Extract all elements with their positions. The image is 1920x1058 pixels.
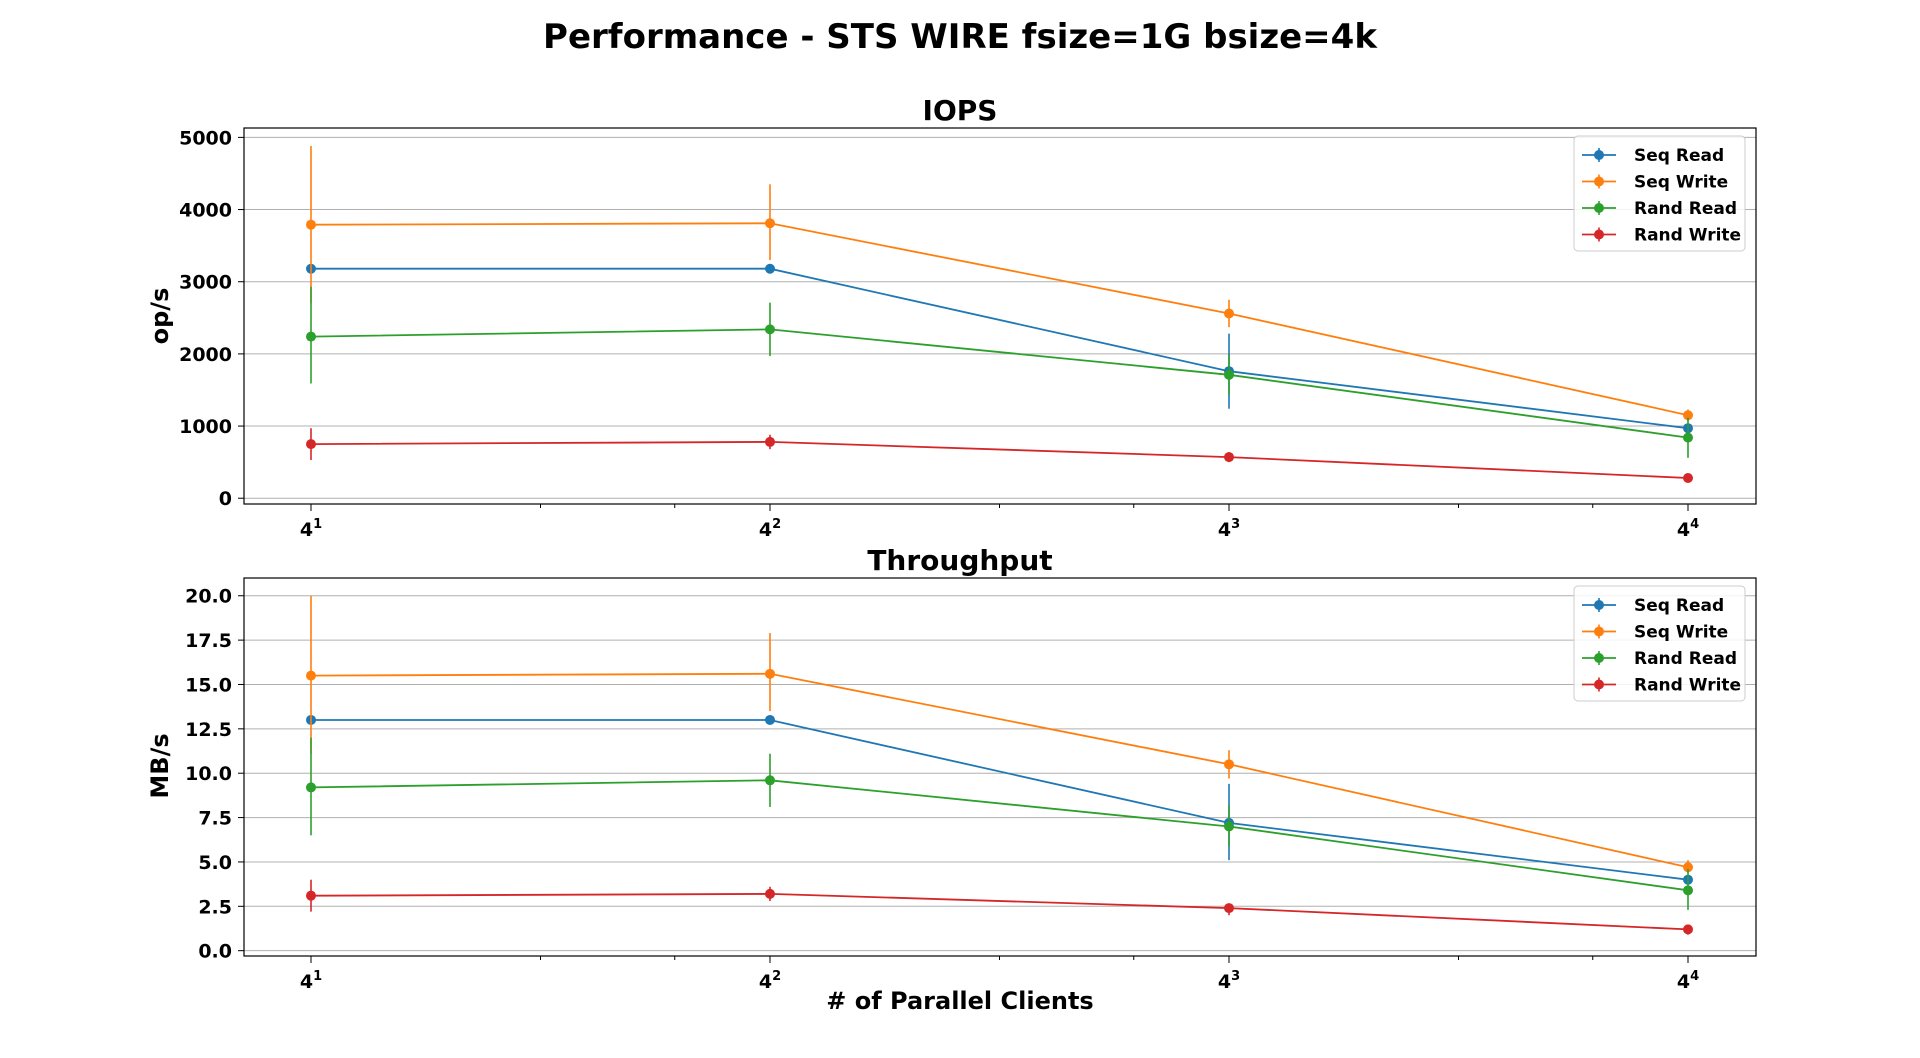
iops-series-rand-write-point <box>1224 452 1234 463</box>
throughput-legend-entry-rand-read-marker <box>1594 653 1604 663</box>
throughput-series-seq-read <box>306 714 1693 885</box>
throughput-x-axis-label: # of Parallel Clients <box>826 987 1093 1015</box>
iops-legend-box <box>1573 135 1746 252</box>
throughput-y-tick-label: 2.5 <box>198 896 232 918</box>
iops-legend-entry-rand-read-marker <box>1594 203 1604 213</box>
iops-series-seq-write <box>306 146 1693 422</box>
throughput-series-seq-write <box>306 595 1693 873</box>
iops-x-tick-label: 42 <box>759 517 781 541</box>
throughput-series-rand-write-point <box>1224 903 1234 914</box>
iops-y-tick-label: 0 <box>219 488 232 510</box>
iops-series-rand-read-point <box>765 324 775 335</box>
throughput-series-seq-write-point <box>765 668 775 679</box>
throughput-series-seq-write-line <box>310 672 1689 869</box>
throughput-y-tick-label: 0.0 <box>198 941 232 963</box>
throughput-legend-entry-seq-write-label: Seq Write <box>1634 623 1728 643</box>
iops-legend-entry-rand-write-marker <box>1594 229 1604 240</box>
iops-series-rand-read-point <box>1683 432 1693 443</box>
throughput-series-seq-read-line <box>311 719 1689 881</box>
iops-series-rand-read-line <box>310 328 1689 439</box>
throughput-x-tick-label: 41 <box>300 969 322 993</box>
throughput-legend-entry-seq-write-marker <box>1594 626 1604 637</box>
throughput-series-seq-read-point <box>765 714 775 725</box>
throughput-plot-frame <box>243 577 1757 957</box>
throughput-series-rand-read-point <box>1224 821 1234 832</box>
throughput-series-seq-write-point <box>306 670 316 681</box>
throughput-legend-box <box>1573 585 1746 702</box>
throughput-series-rand-read-line <box>310 779 1689 892</box>
throughput-series-rand-write-point <box>306 890 316 901</box>
iops-series-rand-write-line <box>310 440 1689 479</box>
iops-series-rand-write-point <box>1683 473 1693 484</box>
throughput-y-tick-label: 10.0 <box>185 763 232 785</box>
throughput-y-tick-label: 5.0 <box>198 852 232 874</box>
iops-chart-title: IOPS <box>923 94 998 127</box>
throughput-y-tick-label: 7.5 <box>198 808 232 830</box>
throughput-series-rand-read-point <box>765 775 775 786</box>
iops-y-axis-label: op/s <box>146 288 174 345</box>
iops-series-seq-write-line <box>310 222 1689 417</box>
iops-series-rand-read-point <box>306 331 316 342</box>
throughput-y-tick-label: 20.0 <box>185 586 232 608</box>
iops-y-tick-label: 5000 <box>179 127 232 149</box>
iops-series-seq-write-point <box>1224 308 1234 319</box>
throughput-y-axis-label: MB/s <box>146 733 174 798</box>
iops-x-tick-label: 43 <box>1218 517 1240 541</box>
throughput-y-tick-label: 15.0 <box>185 674 232 696</box>
iops-legend-entry-seq-read-marker <box>1594 150 1604 160</box>
throughput-series-rand-read-point <box>306 782 316 793</box>
iops-series-seq-write-point <box>1683 410 1693 421</box>
iops-legend-entry-seq-write-marker <box>1594 176 1604 187</box>
iops-legend-entry-rand-read-label: Rand Read <box>1634 199 1737 219</box>
throughput-x-tick-label: 42 <box>759 969 781 993</box>
throughput-legend-entry-rand-write-label: Rand Write <box>1634 676 1741 696</box>
throughput-chart-title: Throughput <box>867 544 1052 577</box>
throughput-x-tick-label: 43 <box>1218 969 1240 993</box>
iops-series-rand-write <box>306 428 1693 484</box>
iops-series-seq-read-point <box>765 263 775 274</box>
iops-y-tick-label: 2000 <box>179 344 232 366</box>
throughput-legend-entry-seq-read-label: Seq Read <box>1634 596 1724 616</box>
iops-series-seq-read-line <box>311 267 1689 430</box>
iops-legend: Seq Read Seq Write Rand Read Rand Write <box>1573 135 1746 252</box>
throughput-series-rand-read-point <box>1683 885 1693 896</box>
throughput-legend-entry-rand-read-label: Rand Read <box>1634 649 1737 669</box>
iops-series-rand-read <box>306 286 1693 458</box>
iops-series-seq-read <box>306 263 1693 434</box>
iops-x-tick-label: 41 <box>300 517 322 541</box>
iops-legend-entry-seq-read-label: Seq Read <box>1634 146 1724 166</box>
iops-series-seq-write-point <box>306 219 316 230</box>
throughput-y-tick-label: 17.5 <box>185 630 232 652</box>
throughput-series-rand-write-line <box>310 892 1689 931</box>
throughput-legend: Seq Read Seq Write Rand Read Rand Write <box>1573 585 1746 702</box>
throughput-series-rand-read <box>306 737 1693 910</box>
iops-chart: IOPS op/s 0 1000 2000 3000 4000 5000 41 42 43 44 S… <box>146 94 1757 541</box>
throughput-chart: Throughput MB/s # of Parallel Clients 0.… <box>146 544 1757 1015</box>
throughput-series-rand-write-point <box>1683 924 1693 935</box>
throughput-legend-entry-rand-write-marker <box>1594 679 1604 690</box>
iops-y-tick-label: 1000 <box>179 416 232 438</box>
throughput-series-rand-write-point <box>765 888 775 899</box>
iops-plot-frame <box>243 127 1757 505</box>
throughput-x-tick-label: 44 <box>1677 969 1699 993</box>
throughput-series-rand-write <box>306 879 1693 935</box>
figure-title: Performance - STS WIRE fsize=1G bsize=4k <box>543 17 1378 57</box>
iops-series-seq-write-point <box>765 218 775 229</box>
throughput-series-seq-write-point <box>1683 862 1693 873</box>
throughput-legend-entry-seq-read-marker <box>1594 600 1604 610</box>
throughput-series-seq-write-point <box>1224 759 1234 770</box>
iops-series-rand-write-point <box>765 436 775 447</box>
iops-y-tick-label: 3000 <box>179 272 232 294</box>
iops-x-tick-label: 44 <box>1677 517 1699 541</box>
throughput-y-tick-label: 12.5 <box>185 719 232 741</box>
iops-legend-entry-seq-write-label: Seq Write <box>1634 173 1728 193</box>
iops-series-rand-write-point <box>306 439 316 450</box>
iops-series-rand-read-point <box>1224 369 1234 380</box>
iops-legend-entry-rand-write-label: Rand Write <box>1634 226 1741 246</box>
iops-y-tick-label: 4000 <box>179 200 232 222</box>
